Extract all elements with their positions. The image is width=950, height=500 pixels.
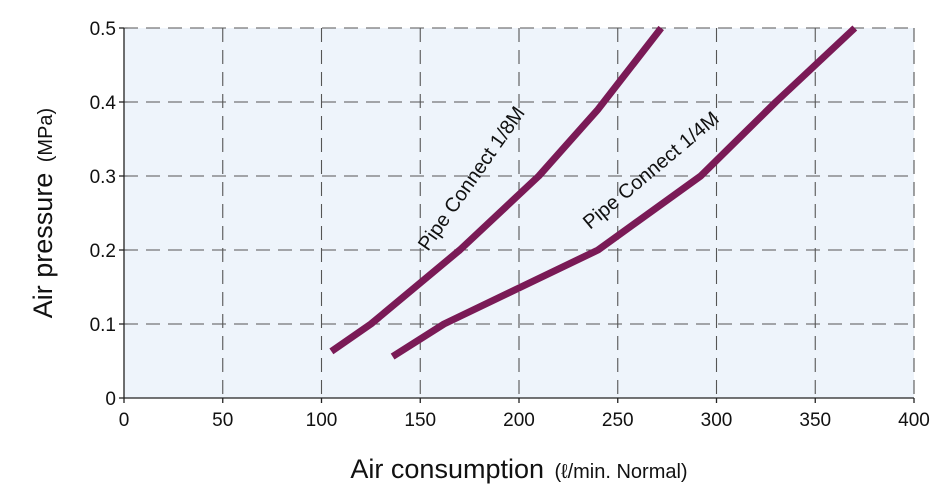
series-line-1 (390, 25, 858, 360)
x-tick-label: 350 (799, 410, 831, 431)
y-tick-label: 0 (105, 389, 116, 410)
y-tick-label: 0.4 (90, 93, 117, 114)
grid (124, 27, 915, 398)
y-tick-label: 0.2 (90, 241, 116, 262)
x-tick-label: 50 (212, 410, 233, 431)
x-tick-label: 400 (898, 410, 930, 431)
x-tick-label: 150 (404, 410, 436, 431)
x-tick-label: 250 (602, 410, 634, 431)
y-tick-label: 0.1 (90, 315, 116, 336)
x-axis-title-unit: (ℓ/min. Normal) (554, 461, 687, 483)
x-tick-label: 300 (701, 410, 733, 431)
series-layer (329, 25, 858, 360)
y-axis-title-main: Air pressure (28, 173, 58, 319)
x-axis-title: Air consumption (ℓ/min. Normal) (350, 454, 687, 484)
y-axis-title: Air pressure (MPa) (28, 108, 58, 318)
x-tick-label: 0 (119, 410, 130, 431)
x-tick-labels: 0 50 100 150 200 250 300 350 400 (119, 410, 930, 431)
x-tick-label: 200 (503, 410, 535, 431)
series-line-0 (329, 25, 664, 355)
axes (119, 27, 915, 403)
y-tick-label: 0.3 (90, 167, 116, 188)
x-tick-label: 100 (306, 410, 338, 431)
y-tick-labels: 0 0.1 0.2 0.3 0.4 0.5 (90, 19, 117, 410)
y-axis-title-unit: (MPa) (35, 108, 57, 162)
x-axis-title-main: Air consumption (350, 454, 544, 484)
y-tick-label: 0.5 (90, 19, 116, 40)
